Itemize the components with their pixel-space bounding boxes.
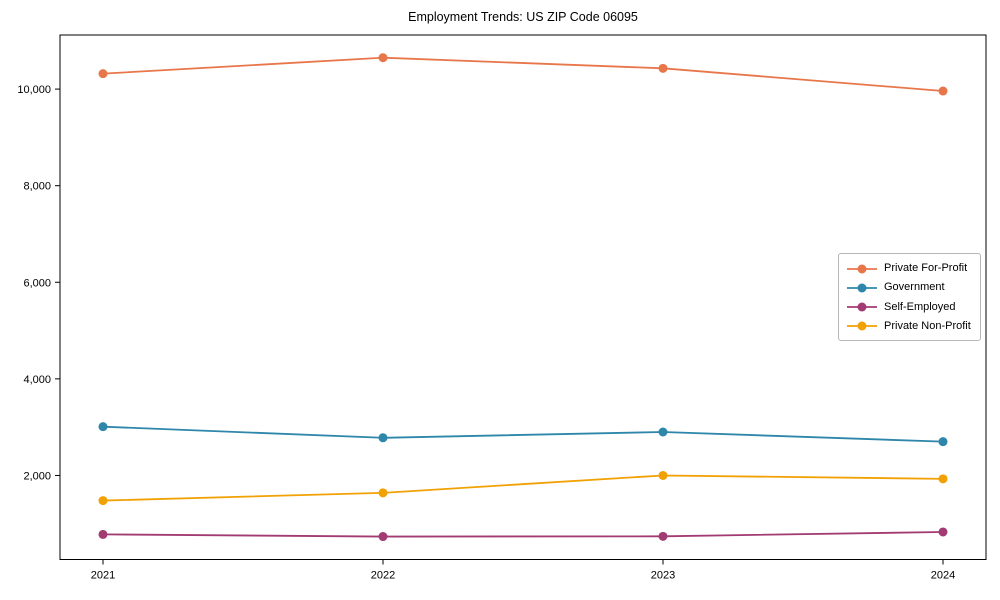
x-axis-tick-label: 2021 (91, 570, 115, 582)
legend-item-private-for-profit: Private For-Profit (846, 263, 974, 275)
x-axis-tick-label: 2022 (371, 570, 395, 582)
legend-item-self-employed: Self-Employed (846, 301, 974, 313)
y-axis-tick-label: 2,000 (23, 470, 51, 482)
data-point-private-for-profit (658, 63, 668, 73)
data-point-private-non-profit (378, 488, 388, 498)
chart-title: Employment Trends: US ZIP Code 06095 (408, 10, 638, 24)
plot-area-border (59, 34, 987, 560)
data-point-self-employed (378, 532, 388, 542)
data-point-private-non-profit (658, 470, 668, 480)
series-line-private-for-profit (102, 56, 944, 92)
legend-item-government: Government (846, 282, 974, 294)
legend-label: Private Non-Profit (884, 319, 971, 332)
y-axis-tick-label: 6,000 (23, 277, 51, 289)
legend-line-marker-icon (847, 283, 877, 293)
x-axis-tick-label: 2024 (931, 570, 955, 582)
x-axis-tick-label: 2023 (651, 570, 675, 582)
data-point-government (658, 427, 668, 437)
data-point-government (938, 437, 948, 447)
data-point-self-employed (938, 527, 948, 537)
data-point-private-non-profit (98, 496, 108, 506)
legend-line-marker-icon (847, 321, 877, 331)
series-line-government (102, 425, 944, 443)
legend-line-marker-icon (847, 302, 877, 312)
data-point-private-for-profit (98, 69, 108, 79)
series-line-private-non-profit (102, 474, 944, 502)
data-point-government (378, 433, 388, 443)
data-point-private-for-profit (938, 86, 948, 96)
data-point-private-for-profit (378, 53, 388, 63)
y-axis-tick-label: 4,000 (23, 374, 51, 386)
data-point-self-employed (98, 529, 108, 539)
legend-line-marker-icon (847, 264, 877, 274)
chart-legend: Private For-Profit Government Self-Employe… (838, 253, 981, 341)
data-point-government (98, 422, 108, 432)
data-point-self-employed (658, 531, 668, 541)
series-line-self-employed (102, 531, 944, 538)
y-axis-tick-label: 8,000 (23, 181, 51, 193)
y-axis-tick-label: 10,000 (17, 84, 51, 96)
legend-label: Self-Employed (884, 300, 956, 313)
legend-item-private-non-profit: Private Non-Profit (846, 320, 974, 332)
legend-label: Private For-Profit (884, 262, 968, 275)
data-point-private-non-profit (938, 474, 948, 484)
legend-label: Government (884, 281, 945, 294)
